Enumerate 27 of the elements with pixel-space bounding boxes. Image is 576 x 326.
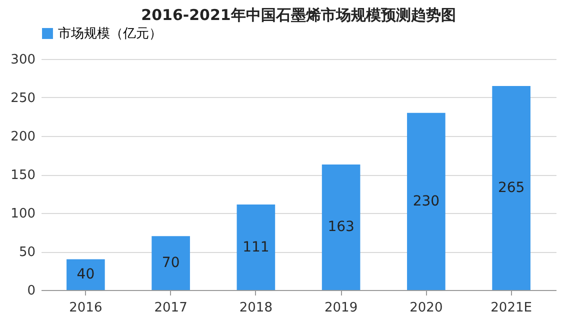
legend-label: 市场规模（亿元）: [58, 26, 162, 42]
x-tick-label: 2016: [69, 300, 102, 316]
y-tick-label: 100: [10, 206, 36, 222]
bar: [152, 236, 190, 290]
data-label: 70: [162, 255, 180, 272]
bar: [322, 164, 360, 290]
y-tick-label: 50: [18, 245, 36, 260]
bar: [66, 259, 105, 290]
y-tick-label: 150: [10, 168, 36, 183]
bar: [236, 204, 276, 290]
x-tick-label: 2020: [410, 300, 443, 316]
data-label: 163: [328, 219, 354, 236]
y-tick-label: 200: [10, 130, 36, 144]
x-tick-label: 2021E: [490, 300, 532, 316]
y-tick-label: 0: [27, 284, 36, 298]
data-label: 265: [498, 180, 525, 196]
bar: [492, 86, 530, 290]
x-tick-label: 2017: [154, 300, 188, 316]
bar: [407, 112, 446, 290]
x-tick-label: 2018: [239, 300, 272, 316]
data-label: 40: [76, 266, 95, 283]
chart-title: 2016-2021年中国石墨烯市场规模预测趋势图: [141, 6, 456, 24]
data-label: 230: [412, 193, 440, 210]
x-tick-label: 2019: [324, 300, 358, 316]
y-tick-label: 300: [10, 52, 36, 68]
data-label: 111: [242, 239, 270, 256]
y-tick-label: 250: [10, 91, 36, 106]
